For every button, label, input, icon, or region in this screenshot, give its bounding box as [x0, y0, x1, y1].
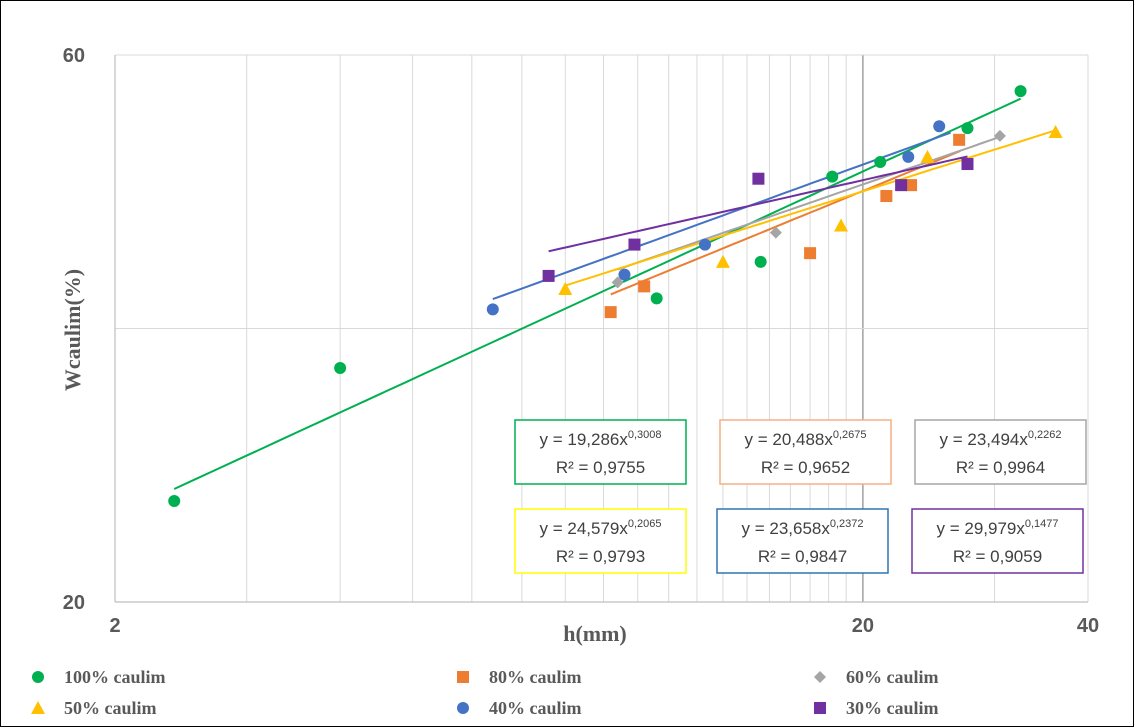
- equation-box: y = 24,579x0,2065 R² = 0,9793: [515, 509, 686, 573]
- legend-item: 100% caulim: [32, 667, 166, 687]
- legend-label: 100% caulim: [64, 667, 166, 687]
- data-point: [1015, 85, 1027, 97]
- data-point: [902, 151, 914, 163]
- data-point: [933, 120, 945, 132]
- equation-box: y = 23,494x0,2262 R² = 0,9964: [915, 420, 1086, 484]
- legend-label: 80% caulim: [489, 667, 582, 687]
- equation-base: y = 19,286x: [539, 430, 628, 449]
- data-point: [814, 671, 826, 683]
- data-point: [752, 173, 764, 185]
- x-axis-title: h(mm): [563, 621, 627, 646]
- equation-base: y = 29,979x: [936, 519, 1025, 538]
- data-point: [487, 303, 499, 315]
- legend-item: 50% caulim: [31, 698, 157, 718]
- data-point: [961, 158, 973, 170]
- equation-exponent: 0,2372: [830, 518, 864, 530]
- data-point: [994, 130, 1006, 142]
- equation-box: y = 19,286x0,3008 R² = 0,9755: [515, 420, 686, 484]
- x-tick-label: 40: [1077, 615, 1099, 637]
- r-squared-text: R² = 0,9793: [556, 547, 645, 566]
- data-point: [961, 122, 973, 134]
- data-point: [895, 179, 907, 191]
- r-squared-text: R² = 0,9964: [956, 458, 1045, 477]
- legend-label: 40% caulim: [489, 698, 582, 718]
- data-point: [32, 671, 44, 683]
- equation-base: y = 23,658x: [741, 519, 830, 538]
- equation-exponent: 0,1477: [1025, 518, 1059, 530]
- equation-base: y = 20,488x: [744, 430, 833, 449]
- x-tick-label: 2: [109, 615, 120, 637]
- y-tick-label: 60: [63, 45, 85, 67]
- data-point: [457, 671, 469, 683]
- trendline: [549, 157, 968, 252]
- equation-base: y = 23,494x: [939, 430, 1028, 449]
- legend-item: 30% caulim: [814, 698, 939, 718]
- equation-box: y = 23,658x0,2372 R² = 0,9847: [717, 509, 888, 573]
- legend-label: 30% caulim: [846, 698, 939, 718]
- r-squared-text: R² = 0,9755: [556, 458, 645, 477]
- r-squared-text: R² = 0,9652: [761, 458, 850, 477]
- data-point: [953, 134, 965, 146]
- data-point: [880, 190, 892, 202]
- data-point: [543, 270, 555, 282]
- equation-exponent: 0,2675: [833, 429, 867, 441]
- legend-label: 50% caulim: [64, 698, 157, 718]
- equation-box: y = 20,488x0,2675 R² = 0,9652: [720, 420, 891, 484]
- equation-box: y = 29,979x0,1477 R² = 0,9059: [912, 509, 1083, 573]
- data-point: [651, 292, 663, 304]
- legend-item: 40% caulim: [457, 698, 582, 718]
- y-tick-label: 20: [63, 592, 85, 614]
- r-squared-text: R² = 0,9847: [758, 547, 847, 566]
- r-squared-text: R² = 0,9059: [953, 547, 1042, 566]
- data-point: [638, 280, 650, 292]
- data-point: [628, 239, 640, 251]
- data-point: [334, 362, 346, 374]
- data-point: [755, 256, 767, 268]
- data-point: [874, 156, 886, 168]
- equation-exponent: 0,2262: [1028, 429, 1062, 441]
- legend-item: 60% caulim: [814, 667, 939, 687]
- data-point: [618, 269, 630, 281]
- data-point: [31, 701, 45, 714]
- equation-exponent: 0,3008: [628, 429, 662, 441]
- legend-label: 60% caulim: [846, 667, 939, 687]
- data-point: [920, 150, 934, 163]
- data-point: [168, 495, 180, 507]
- equation-base: y = 24,579x: [539, 519, 628, 538]
- data-point: [699, 239, 711, 251]
- equation-exponent: 0,2065: [628, 518, 662, 530]
- legend-item: 80% caulim: [457, 667, 582, 687]
- trendline: [611, 151, 961, 294]
- y-axis-title: Wcaulim(%): [60, 269, 85, 391]
- data-point: [605, 306, 617, 318]
- data-point: [716, 255, 730, 268]
- data-point: [814, 702, 826, 714]
- x-tick-label: 20: [852, 615, 874, 637]
- data-point: [457, 702, 469, 714]
- legend: 100% caulim 80% caulim 60% caulim 50% cauli…: [31, 667, 939, 718]
- data-point: [826, 171, 838, 183]
- data-point: [804, 247, 816, 259]
